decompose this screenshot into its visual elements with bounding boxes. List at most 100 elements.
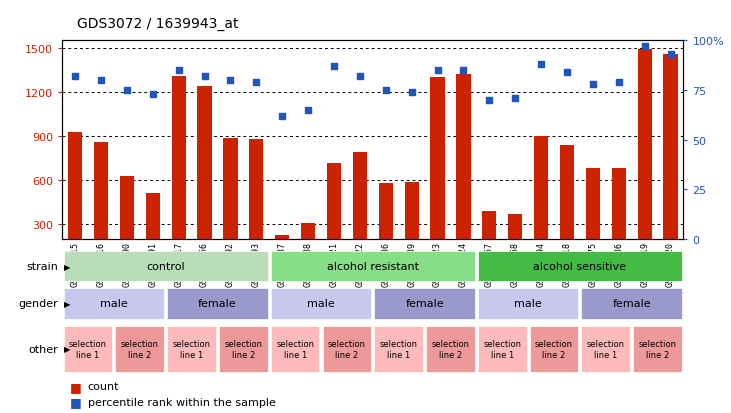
Bar bbox=[172, 76, 186, 240]
Text: selection
line 1: selection line 1 bbox=[69, 339, 107, 358]
Text: selection
line 1: selection line 1 bbox=[483, 339, 521, 358]
Bar bbox=[633, 326, 682, 372]
Point bbox=[664, 52, 676, 59]
Bar bbox=[534, 137, 548, 240]
Text: female: female bbox=[198, 299, 237, 309]
Point bbox=[173, 68, 184, 74]
Bar bbox=[478, 326, 526, 372]
Bar bbox=[431, 78, 444, 240]
Bar bbox=[68, 132, 82, 240]
Point bbox=[251, 80, 262, 86]
Bar bbox=[374, 288, 475, 319]
Bar bbox=[322, 326, 371, 372]
Bar bbox=[353, 153, 367, 240]
Bar bbox=[664, 55, 678, 240]
Bar bbox=[249, 140, 263, 240]
Text: ▶: ▶ bbox=[64, 344, 70, 354]
Bar bbox=[456, 75, 471, 240]
Text: alcohol sensitive: alcohol sensitive bbox=[534, 261, 626, 271]
Point bbox=[483, 97, 495, 104]
Bar bbox=[197, 87, 212, 240]
Text: percentile rank within the sample: percentile rank within the sample bbox=[88, 397, 276, 407]
Bar bbox=[115, 326, 164, 372]
Bar bbox=[508, 215, 523, 240]
Text: ▶: ▶ bbox=[64, 262, 70, 271]
Point bbox=[380, 88, 392, 94]
Point bbox=[147, 92, 159, 98]
Bar bbox=[586, 169, 600, 240]
Point bbox=[328, 64, 340, 70]
Text: ■: ■ bbox=[69, 395, 81, 408]
Bar bbox=[482, 211, 496, 240]
Text: selection
line 1: selection line 1 bbox=[276, 339, 314, 358]
Point bbox=[406, 90, 417, 96]
Bar bbox=[327, 163, 341, 240]
Bar bbox=[612, 169, 626, 240]
Bar bbox=[374, 326, 423, 372]
Point bbox=[199, 74, 211, 80]
Text: ▶: ▶ bbox=[64, 299, 70, 308]
Text: male: male bbox=[100, 299, 128, 309]
Point bbox=[121, 88, 133, 94]
Point bbox=[458, 68, 469, 74]
Bar bbox=[275, 235, 289, 240]
Bar bbox=[530, 326, 578, 372]
Point bbox=[587, 82, 599, 88]
Point bbox=[535, 62, 547, 69]
Point bbox=[561, 70, 573, 76]
Point bbox=[302, 107, 314, 114]
Text: selection
line 2: selection line 2 bbox=[328, 339, 366, 358]
Bar bbox=[426, 326, 475, 372]
Text: selection
line 2: selection line 2 bbox=[121, 339, 159, 358]
Bar bbox=[270, 251, 475, 282]
Bar bbox=[219, 326, 268, 372]
Bar bbox=[581, 326, 630, 372]
Point bbox=[639, 44, 651, 50]
Text: gender: gender bbox=[19, 299, 58, 309]
Bar bbox=[120, 176, 134, 240]
Text: selection
line 1: selection line 1 bbox=[173, 339, 211, 358]
Bar bbox=[270, 288, 371, 319]
Text: GDS3072 / 1639943_at: GDS3072 / 1639943_at bbox=[77, 17, 238, 31]
Bar bbox=[560, 145, 574, 240]
Point bbox=[69, 74, 81, 80]
Bar bbox=[64, 251, 268, 282]
Point bbox=[613, 80, 624, 86]
Bar bbox=[64, 326, 113, 372]
Text: selection
line 2: selection line 2 bbox=[224, 339, 262, 358]
Text: ■: ■ bbox=[69, 380, 81, 393]
Text: selection
line 1: selection line 1 bbox=[587, 339, 625, 358]
Text: selection
line 1: selection line 1 bbox=[379, 339, 417, 358]
Bar bbox=[167, 288, 268, 319]
Text: female: female bbox=[405, 299, 444, 309]
Bar bbox=[637, 50, 652, 240]
Bar bbox=[270, 326, 319, 372]
Text: selection
line 2: selection line 2 bbox=[535, 339, 573, 358]
Text: selection
line 2: selection line 2 bbox=[639, 339, 677, 358]
Bar bbox=[404, 182, 419, 240]
Text: control: control bbox=[146, 261, 185, 271]
Bar bbox=[145, 194, 160, 240]
Bar bbox=[301, 223, 315, 240]
Text: male: male bbox=[307, 299, 335, 309]
Text: alcohol resistant: alcohol resistant bbox=[327, 261, 419, 271]
Point bbox=[276, 113, 288, 120]
Point bbox=[432, 68, 444, 74]
Point bbox=[224, 78, 236, 84]
Bar bbox=[223, 138, 238, 240]
Bar bbox=[379, 184, 393, 240]
Bar bbox=[64, 288, 164, 319]
Text: female: female bbox=[613, 299, 651, 309]
Bar bbox=[94, 142, 108, 240]
Text: count: count bbox=[88, 381, 119, 391]
Point bbox=[354, 74, 366, 80]
Text: strain: strain bbox=[26, 261, 58, 271]
Text: selection
line 2: selection line 2 bbox=[431, 339, 469, 358]
Bar bbox=[167, 326, 216, 372]
Text: male: male bbox=[515, 299, 542, 309]
Point bbox=[510, 95, 521, 102]
Point bbox=[95, 78, 107, 84]
Bar bbox=[478, 288, 578, 319]
Bar bbox=[581, 288, 682, 319]
Text: other: other bbox=[29, 344, 58, 354]
